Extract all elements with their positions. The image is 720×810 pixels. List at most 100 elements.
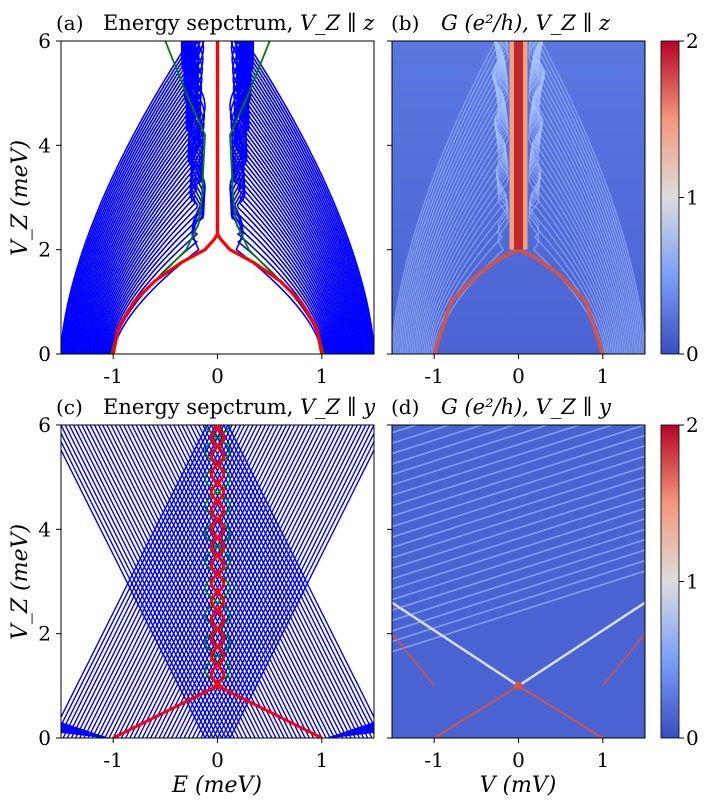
bulk-band-line: [240, 41, 366, 354]
bulk-band-line: [118, 425, 277, 738]
gap-closing-edge: [433, 684, 520, 738]
panel-a: (a) Energy sepctrum, V_Z ∥ z -1 0 1 0 2 4 6: [38, 11, 375, 388]
gap-closing-line: [392, 601, 520, 687]
conductance-resonance: [392, 549, 645, 632]
conductance-resonance: [392, 425, 615, 497]
bulk-band-line: [104, 425, 262, 738]
bulk-band-line: [238, 41, 361, 354]
conductance-resonance: [392, 425, 452, 445]
conductance-resonance: [392, 425, 419, 434]
panel-c-plot-area: [0, 425, 374, 738]
bulk-band-line: [74, 425, 233, 738]
bulk-band-line: [61, 448, 206, 738]
bulk-band-line: [106, 425, 265, 738]
x-tick-label: -1: [424, 364, 443, 388]
bulk-band-line: [141, 425, 300, 738]
x-tick-label: -1: [424, 748, 443, 772]
x-tick-label: 1: [315, 748, 328, 772]
panel-d-ticks: -1 0 1: [387, 424, 609, 772]
bulk-band-line: [195, 425, 354, 738]
bulk-band-line: [61, 425, 219, 738]
conductance-resonance: [392, 455, 645, 538]
x-tick-label: 0: [211, 748, 224, 772]
bulk-band-line: [204, 425, 363, 738]
panel-d-background: [392, 425, 645, 738]
bulk-band-line: [61, 425, 208, 719]
bulk-band-line: [74, 41, 197, 354]
bulk-band-line: [61, 721, 62, 723]
bulk-band-line: [125, 425, 283, 738]
conductance-resonance: [392, 538, 645, 622]
bulk-band-line: [114, 425, 273, 738]
bulk-band-line: [239, 41, 371, 354]
conductance-resonance: [392, 425, 550, 476]
bulk-band-line: [193, 425, 352, 738]
bulk-band-line: [70, 425, 229, 738]
bulk-band-line: [61, 425, 217, 736]
colorbar-d-ticks: 0 1 2: [679, 413, 699, 750]
y-tick-label: 4: [38, 517, 51, 541]
panel-c-title: Energy sepctrum, V_Z ∥ y: [103, 395, 376, 419]
bulk-band-line: [164, 425, 323, 738]
conductance-resonance: [535, 41, 643, 354]
bulk-band-line: [68, 41, 195, 354]
panel-b-title: G (e²/h), V_Z ∥ z: [441, 11, 611, 35]
x-tick-label: -1: [103, 748, 122, 772]
bulk-band-line: [110, 425, 269, 738]
conductance-resonance: [533, 41, 634, 354]
panel-c: (c) Energy sepctrum, V_Z ∥ y -1 0 1 0 2 4 6 E …: [0, 395, 376, 798]
bulk-band-line: [61, 425, 212, 728]
conductance-resonance: [403, 41, 504, 354]
conductance-resonance: [398, 41, 503, 354]
bulk-band-line: [89, 41, 201, 354]
bulk-band-line: [0, 705, 55, 721]
conductance-resonance: [392, 559, 645, 643]
panel-b-letter: (b): [391, 11, 419, 35]
x-tick-label: 1: [596, 364, 609, 388]
panel-d-xlabel: V (mV): [480, 773, 557, 798]
bulk-band-line: [95, 425, 254, 738]
panel-d-letter: (d): [391, 395, 419, 419]
bulk-band-line: [243, 41, 373, 354]
bulk-band-line: [210, 425, 369, 738]
bulk-band-line: [221, 431, 374, 738]
panel-b-ticks: -1 0 1: [387, 40, 609, 388]
bulk-band-line: [154, 425, 313, 738]
conductance-resonance: [534, 41, 639, 354]
lowest-mode-line: [112, 425, 226, 738]
y-tick-label: 0: [38, 726, 51, 750]
bulk-band-line: [189, 425, 348, 738]
bulk-band-line: [208, 425, 367, 738]
bulk-band-line: [183, 425, 342, 738]
panel-c-ylabel: V_Z (meV): [8, 524, 33, 640]
bulk-band-line: [238, 41, 363, 354]
bulk-band-line: [168, 425, 327, 738]
zero-bias-peak: [514, 41, 523, 250]
y-tick-label: 6: [38, 29, 51, 53]
bulk-band-line: [240, 41, 369, 354]
colorbar-tick-label: 1: [686, 570, 699, 594]
conductance-resonance: [536, 41, 644, 354]
bulk-band-line: [244, 41, 374, 354]
conductance-resonance: [540, 41, 645, 354]
x-tick-label: 1: [596, 748, 609, 772]
conductance-resonance: [392, 444, 645, 528]
conductance-resonance: [392, 517, 645, 601]
bulk-band-line: [177, 425, 336, 738]
panel-a-title: Energy sepctrum, V_Z ∥ z: [103, 11, 375, 35]
panel-a-ylabel: V_Z (meV): [8, 140, 33, 256]
bulk-band-line: [61, 722, 65, 725]
gap-closing-edge: [517, 684, 604, 738]
conductance-resonance: [396, 41, 503, 354]
gap-edge-peak: [517, 247, 605, 354]
bulk-band-line: [173, 425, 331, 738]
colorbar-d: [660, 424, 680, 739]
conductance-resonance: [404, 41, 504, 354]
panel-a-ticks: -1 0 1 0 2 4 6: [38, 29, 328, 388]
panel-d: (d) G (e²/h), V_Z ∥ y -1 0 1 0 1 2 V (mV): [387, 395, 699, 798]
bulk-band-line: [238, 41, 362, 354]
panel-d-heatmap: [392, 425, 645, 738]
bulk-band-line: [73, 41, 197, 354]
bulk-band-line: [202, 425, 361, 738]
bulk-band-line: [223, 425, 374, 728]
